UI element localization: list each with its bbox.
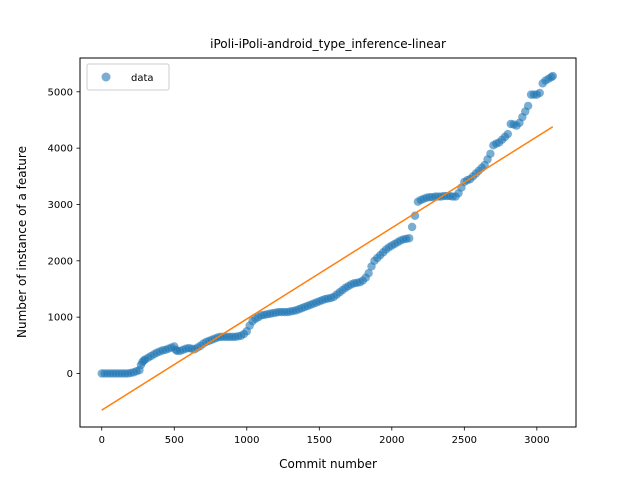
y-axis-ticks: 0 1000 2000 3000 4000 5000 bbox=[48, 87, 80, 380]
legend: data bbox=[86, 63, 170, 91]
x-tick-label: 3000 bbox=[524, 435, 549, 446]
plot-frame bbox=[79, 57, 577, 428]
x-tick-label: 1000 bbox=[234, 435, 259, 446]
x-axis-ticks: 0 500 1000 1500 2000 2500 3000 bbox=[99, 427, 550, 446]
y-axis-label: Number of instance of a feature bbox=[15, 146, 29, 338]
y-tick-label: 5000 bbox=[48, 87, 73, 98]
y-tick-label: 4000 bbox=[48, 144, 73, 155]
chart-title: iPoli-iPoli-android_type_inference-linea… bbox=[210, 37, 446, 51]
fit-line bbox=[101, 126, 554, 411]
x-axis-label: Commit number bbox=[279, 457, 377, 471]
data-point bbox=[407, 222, 417, 232]
fit-line-group bbox=[101, 126, 554, 411]
data-point bbox=[503, 129, 513, 139]
legend-box bbox=[86, 63, 170, 91]
data-point bbox=[535, 88, 544, 98]
x-tick-label: 500 bbox=[165, 435, 184, 446]
x-tick-label: 2000 bbox=[379, 435, 404, 446]
data-point bbox=[364, 269, 373, 278]
data-point bbox=[486, 149, 495, 158]
legend-label-data: data bbox=[131, 73, 154, 84]
legend-marker-data bbox=[101, 72, 111, 82]
x-tick-label: 2500 bbox=[452, 435, 477, 446]
y-tick-label: 2000 bbox=[48, 256, 73, 267]
x-tick-label: 1500 bbox=[307, 435, 332, 446]
plot-area bbox=[80, 58, 576, 427]
data-point bbox=[548, 71, 557, 81]
data-point bbox=[405, 234, 414, 243]
data-point bbox=[410, 211, 420, 220]
y-tick-label: 3000 bbox=[48, 200, 73, 211]
y-tick-label: 0 bbox=[67, 369, 73, 380]
x-tick-label: 0 bbox=[99, 435, 105, 446]
data-point bbox=[523, 101, 533, 111]
y-tick-label: 1000 bbox=[48, 313, 73, 324]
